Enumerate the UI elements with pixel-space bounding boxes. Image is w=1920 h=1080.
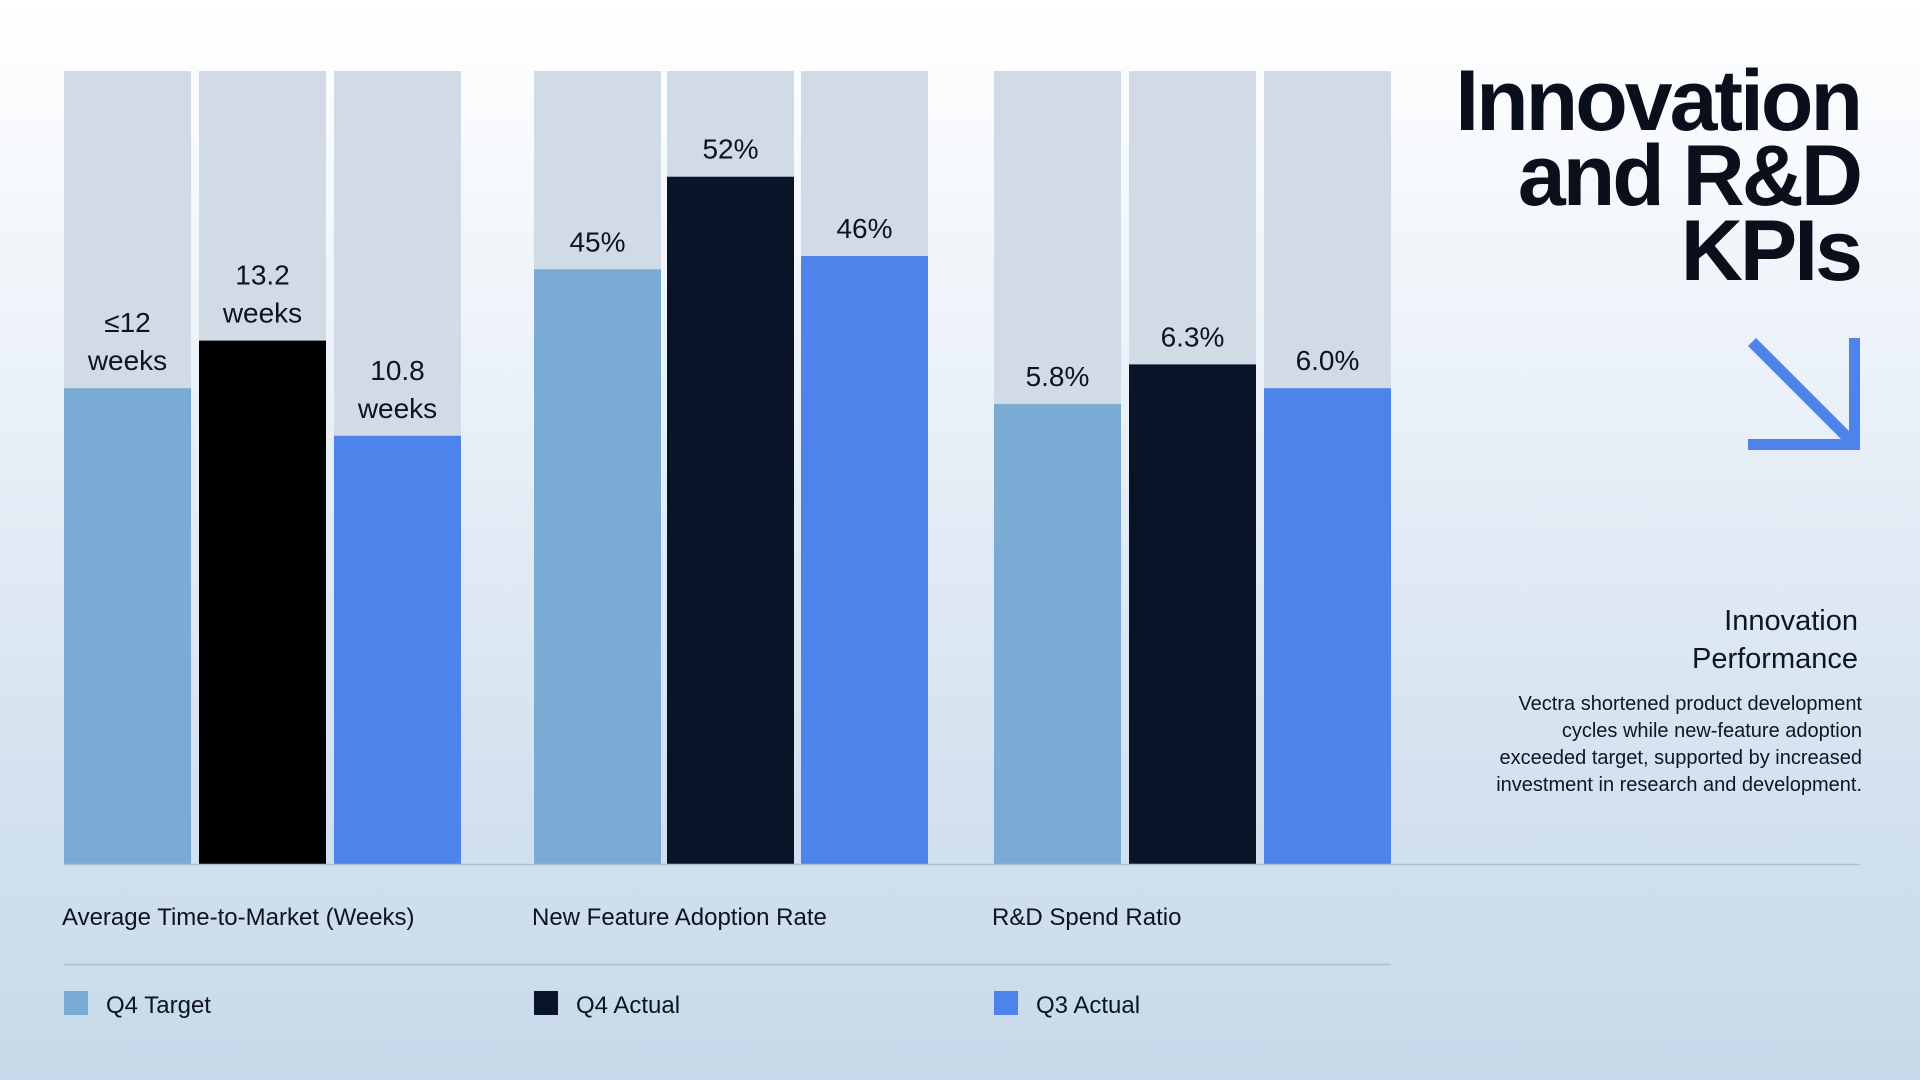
category-label: R&D Spend Ratio — [992, 904, 1181, 931]
legend-label: Q3 Actual — [1036, 992, 1140, 1019]
legend-label: Q4 Target — [106, 992, 211, 1019]
legend-swatch — [994, 991, 1018, 1015]
bar — [534, 269, 661, 864]
bar — [334, 435, 461, 864]
bar — [994, 404, 1121, 864]
data-label: 6.0% — [1296, 345, 1360, 376]
category-label: New Feature Adoption Rate — [532, 904, 827, 931]
section-heading: Innovation Performance — [1691, 605, 1858, 675]
category-label: Average Time-to-Market (Weeks) — [62, 904, 415, 931]
data-label: 46% — [836, 213, 892, 244]
bar — [1129, 364, 1256, 864]
data-label: 13.2 weeks — [222, 260, 302, 329]
data-label: 10.8 weeks — [357, 355, 437, 424]
bar — [667, 176, 794, 864]
bar — [1264, 388, 1391, 864]
legend-label: Q4 Actual — [576, 992, 680, 1019]
legend-swatch — [534, 991, 558, 1015]
data-label: 6.3% — [1161, 321, 1225, 352]
data-label: 5.8% — [1026, 361, 1090, 392]
data-label: ≤12 weeks — [87, 307, 167, 376]
arrow-down-right-icon — [1748, 338, 1860, 450]
bar — [64, 388, 191, 864]
bar — [199, 340, 326, 864]
bar — [801, 256, 928, 864]
data-label: 45% — [569, 226, 625, 257]
data-label: 52% — [702, 134, 758, 165]
legend-swatch — [64, 991, 88, 1015]
section-body: Vectra shortened product development cyc… — [1496, 693, 1862, 796]
slide-title: Innovation and R&D KPIs — [1455, 53, 1863, 299]
